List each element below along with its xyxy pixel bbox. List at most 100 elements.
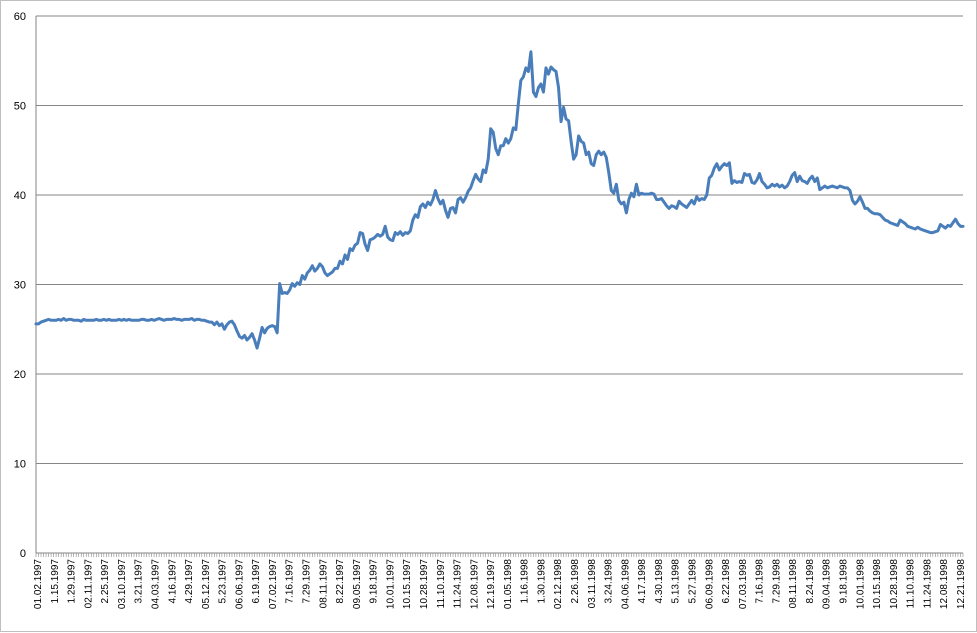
data-point [178,318,180,321]
data-point [763,183,766,186]
data-point [155,318,158,321]
data-point [623,201,625,203]
data-point [507,142,510,144]
data-point [856,200,859,203]
y-tick-label: 30 [14,280,26,292]
data-point [597,150,600,152]
data-point [258,337,261,340]
data-point [246,339,248,341]
data-point [243,334,246,337]
data-point [798,175,801,177]
data-point [635,183,638,186]
data-point [80,320,83,323]
data-point [773,185,776,187]
axes [35,16,964,557]
data-point [221,323,223,325]
x-tick-label: 11.24.1998 [922,559,933,609]
data-point [552,68,555,71]
data-point [643,193,645,195]
data-point [592,164,595,167]
data-point [605,156,608,159]
data-point [743,172,746,175]
x-tick-label: 05.12.1997 [201,559,212,609]
data-point [555,70,557,73]
data-point [35,323,37,325]
x-tick-label: 2.25.1997 [100,559,111,604]
data-point [145,319,148,322]
data-point [628,198,630,201]
data-point [685,206,688,209]
data-point [135,319,138,322]
data-point [70,318,72,321]
x-tick-label: 12.21.1998 [956,559,967,609]
data-point [540,83,542,85]
data-point [871,212,874,214]
data-point [924,230,927,232]
data-point [874,213,876,215]
data-point [944,227,947,229]
data-point [434,189,437,192]
data-point [836,187,839,189]
data-point [128,318,130,321]
data-point [668,207,670,210]
data-point [50,319,52,322]
x-tick-label: 6.22.1998 [721,559,732,604]
data-point [640,192,643,195]
data-point [587,151,590,153]
data-point [811,175,814,177]
data-point [778,186,781,188]
data-point [952,221,954,224]
data-point [427,201,429,203]
data-point [364,243,366,246]
data-point [374,236,376,238]
data-point [565,118,567,120]
data-point [562,106,565,109]
data-point [67,318,70,321]
data-point [901,221,904,223]
data-point [708,177,711,179]
data-point [223,328,226,331]
data-point [731,182,733,185]
data-point [494,147,497,150]
x-tick-label: 10.28.1997 [419,559,430,609]
data-point [417,216,419,219]
x-tick-label: 7.16.1997 [285,559,296,604]
x-tick-label: 4.16.1997 [167,559,178,604]
data-point [140,318,143,321]
data-point [469,187,472,189]
data-point [449,207,452,210]
data-point [665,204,668,207]
data-point [464,196,467,199]
data-point [859,195,861,198]
x-tick-label: 11.10.1997 [436,559,447,609]
data-point [381,233,384,236]
y-axis-ticks: 0 10 20 30 40 50 60 [14,11,26,560]
data-point [183,318,186,321]
data-point [527,70,530,73]
data-point [560,120,562,123]
data-point [459,196,462,199]
data-point [723,162,726,165]
data-point [813,180,816,183]
x-tick-label: 8.24.1998 [805,559,816,604]
data-point [228,321,231,323]
data-point [703,198,706,201]
x-tick-label: 04.03.1997 [150,559,161,609]
data-point [698,199,701,202]
data-point [251,332,253,335]
x-tick-label: 4.30.1998 [654,559,665,604]
data-point [120,319,123,322]
data-point [869,210,871,212]
data-point [384,225,387,228]
data-point [904,222,907,225]
data-point [492,131,495,134]
data-point [959,225,962,228]
data-point [801,179,804,182]
data-point [673,205,675,208]
data-point [65,319,67,322]
x-tick-label: 08.11.1997 [318,559,329,609]
x-tick-label: 1.30.1998 [536,559,547,604]
data-point [474,173,477,176]
data-point [108,318,110,321]
data-point [216,321,218,323]
